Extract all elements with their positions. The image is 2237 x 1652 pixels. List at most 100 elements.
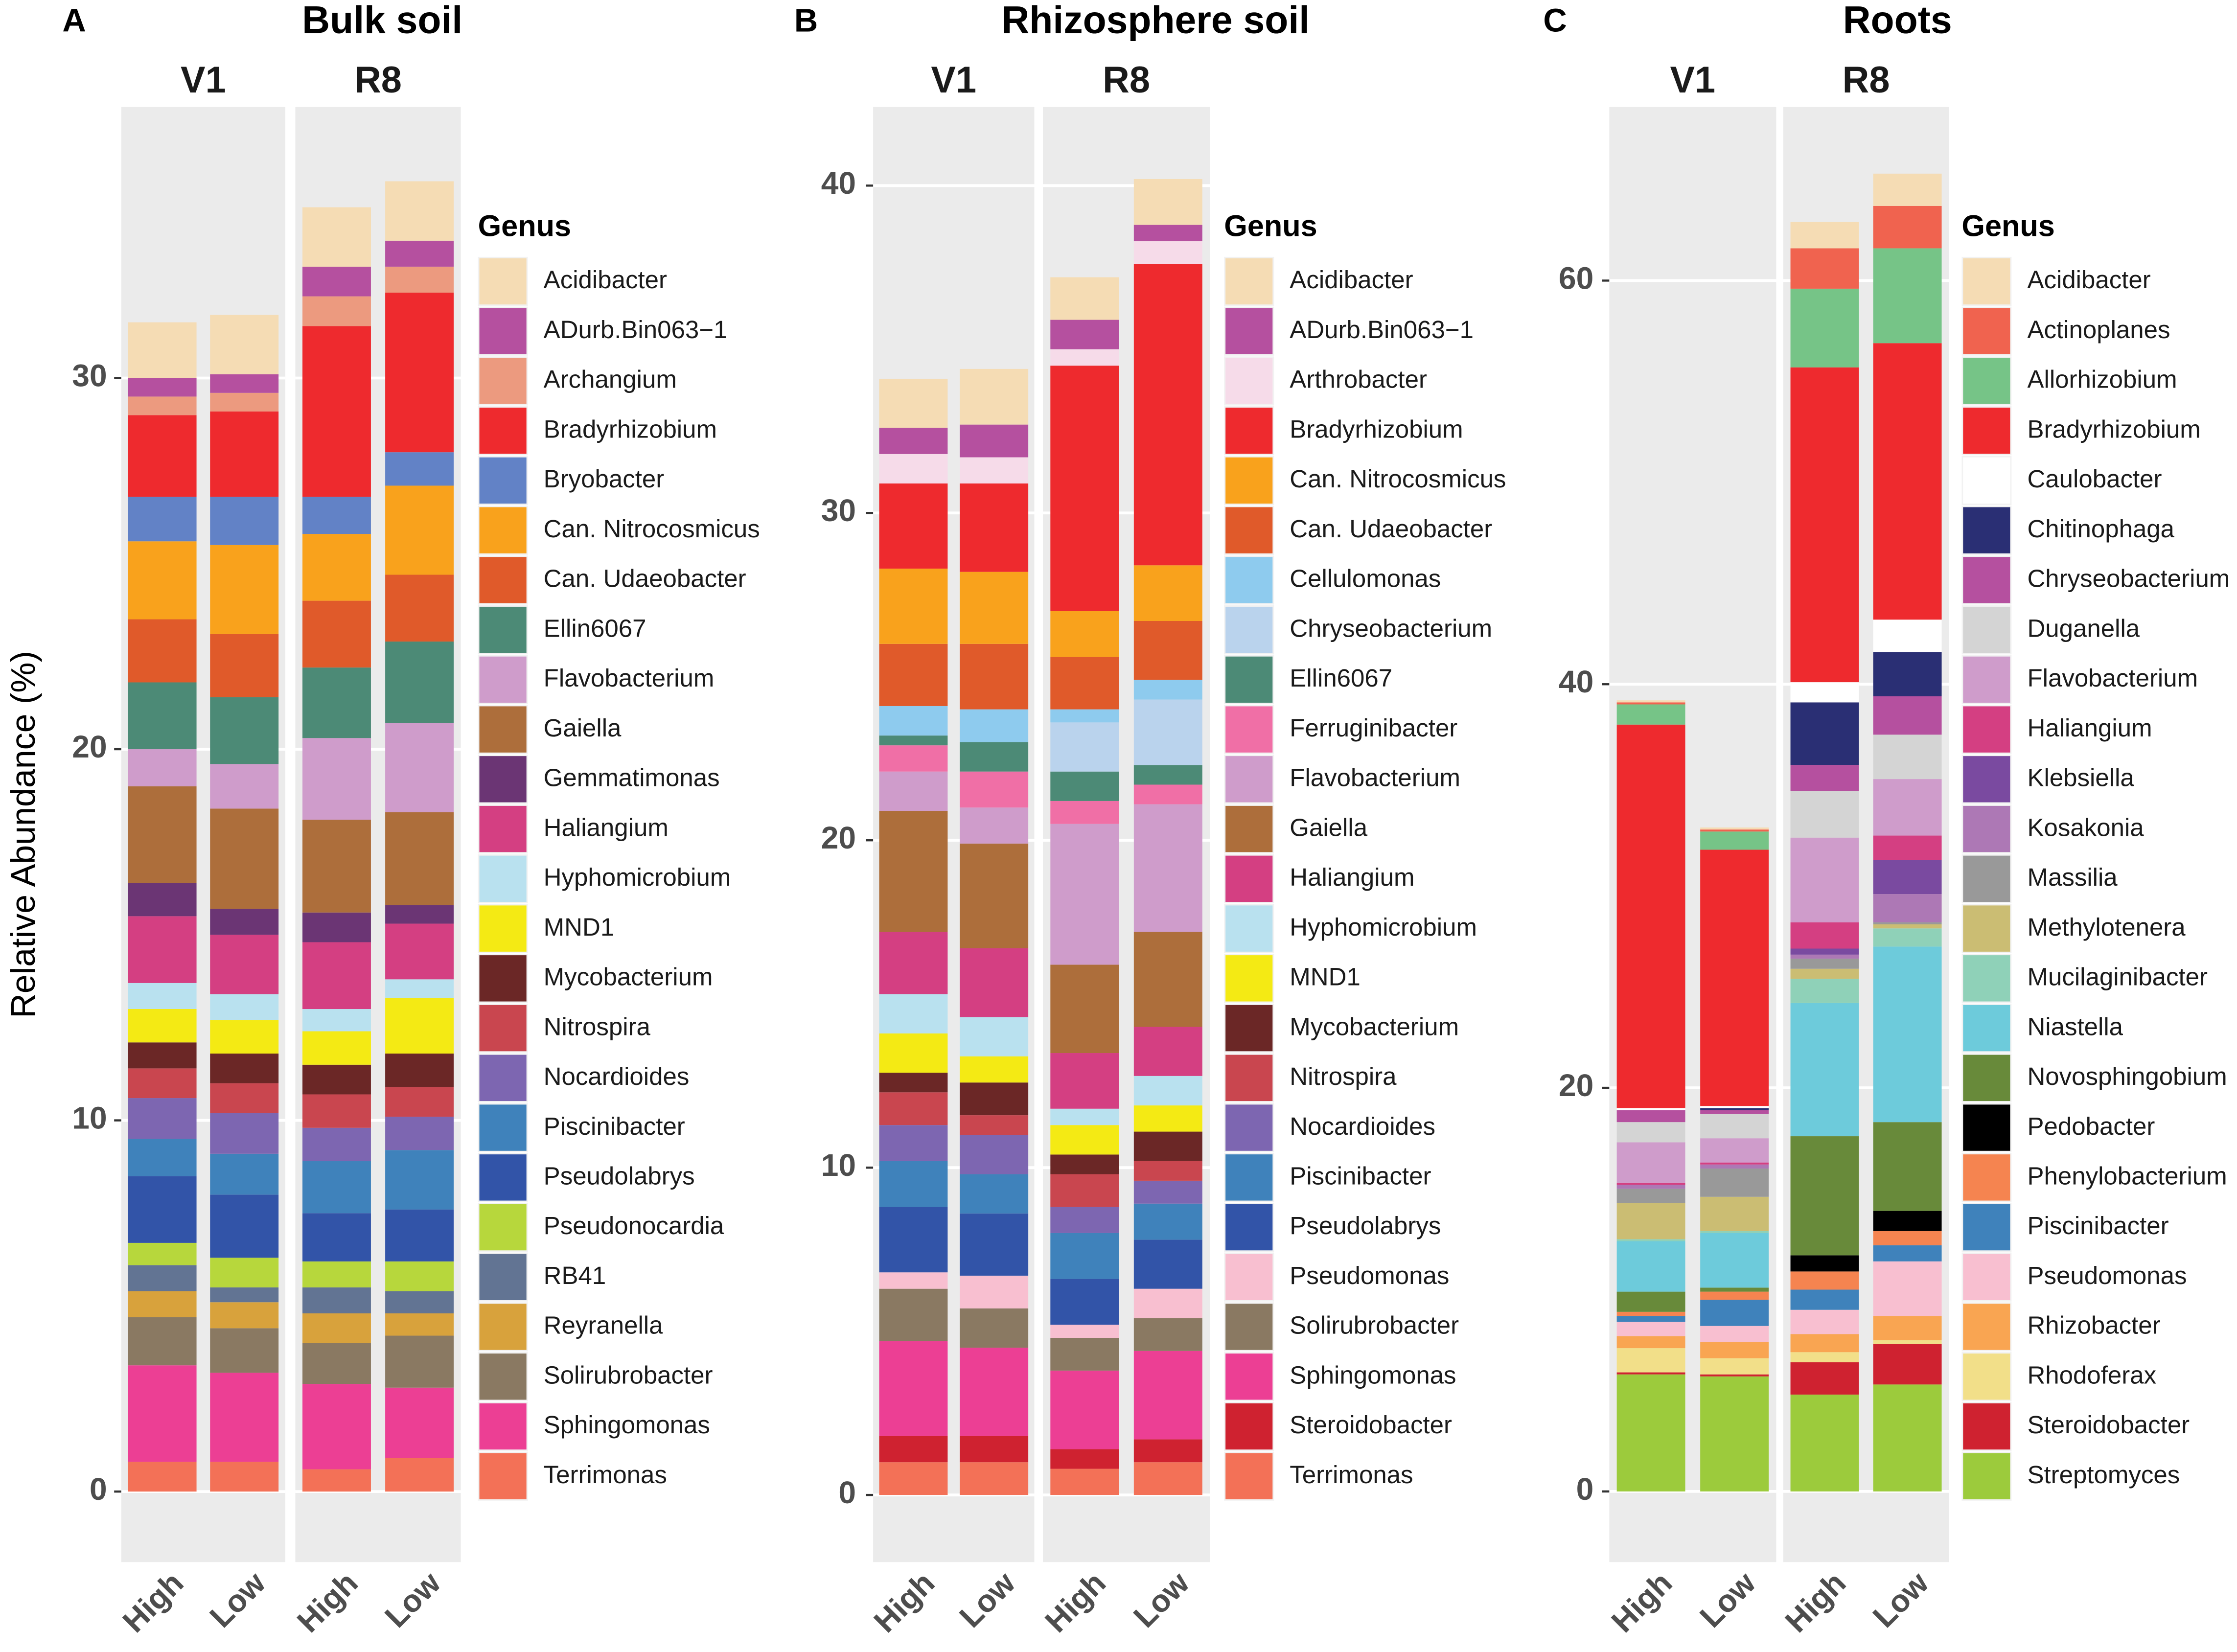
- bar-segment: [1133, 699, 1202, 765]
- bar-segment: [1050, 1174, 1119, 1207]
- bar-segment: [128, 1068, 197, 1099]
- bar-segment: [879, 771, 948, 811]
- bar-segment: [1700, 1287, 1769, 1292]
- bar-segment: [302, 1031, 371, 1065]
- bar-segment: [960, 643, 1029, 710]
- bar-segment: [1616, 1348, 1685, 1373]
- legend-label: Bradyrhizobium: [1290, 415, 1463, 443]
- bar-segment: [385, 1458, 454, 1492]
- bar-segment: [385, 1313, 454, 1336]
- facet-label: R8: [354, 59, 402, 101]
- bar-segment: [1050, 771, 1119, 801]
- legend-label: Flavobacterium: [1290, 764, 1460, 792]
- x-tick-label: Low: [203, 1565, 273, 1634]
- bar-segment: [1133, 1203, 1202, 1240]
- bar-segment: [1700, 1106, 1769, 1108]
- y-tick-label: 20: [1559, 1068, 1593, 1103]
- bar-segment: [960, 368, 1029, 425]
- bar-segment: [385, 1087, 454, 1117]
- legend-key: [1225, 1403, 1273, 1450]
- bar-segment: [879, 1272, 948, 1289]
- bar-segment: [128, 1291, 197, 1317]
- bar-segment: [302, 912, 371, 942]
- legend-label: Flavobacterium: [544, 664, 715, 692]
- bar-segment: [385, 1116, 454, 1150]
- legend-key: [1963, 1403, 2010, 1450]
- bar-segment: [1700, 831, 1769, 850]
- bar-segment: [302, 600, 371, 668]
- bar-segment: [879, 1207, 948, 1273]
- panel-label: A: [62, 2, 86, 39]
- x-tick-label: High: [1038, 1565, 1112, 1639]
- legend-title: Genus: [1224, 209, 1317, 243]
- bar-segment: [1133, 241, 1202, 264]
- legend-key: [479, 606, 527, 653]
- bar-segment: [302, 1009, 371, 1032]
- legend-key: [1963, 905, 2010, 952]
- bar-segment: [1873, 1122, 1942, 1211]
- legend-key: [1225, 855, 1273, 902]
- bar-segment: [1616, 1110, 1685, 1123]
- legend-label: Massilia: [2027, 863, 2118, 891]
- bar-segment: [1616, 700, 1685, 703]
- bar-segment: [1700, 1169, 1769, 1197]
- bar-segment: [1133, 565, 1202, 621]
- bar-segment: [1700, 1300, 1769, 1326]
- legend-label: Kosakonia: [2027, 813, 2144, 841]
- bar-segment: [960, 1082, 1029, 1116]
- bar-segment: [210, 497, 279, 545]
- panel-title: Rhizosphere soil: [1001, 0, 1310, 42]
- bar-segment: [385, 979, 454, 998]
- bar-segment: [385, 812, 454, 905]
- legend-key: [479, 1154, 527, 1201]
- legend-label: Bradyrhizobium: [544, 415, 717, 443]
- legend-label: Rhizobacter: [2027, 1311, 2160, 1339]
- legend-key: [479, 1104, 527, 1151]
- bar-segment: [1133, 1351, 1202, 1440]
- bar-segment: [960, 948, 1029, 1017]
- bar-segment: [1790, 1334, 1859, 1353]
- bar-segment: [1873, 1211, 1942, 1231]
- legend-key: [1963, 358, 2010, 404]
- legend-label: Pseudolabrys: [1290, 1212, 1441, 1239]
- bar-segment: [128, 396, 197, 415]
- panel-title: Roots: [1843, 0, 1952, 42]
- bar-segment: [879, 1462, 948, 1495]
- bar-segment: [1790, 837, 1859, 922]
- bar-segment: [1133, 1462, 1202, 1495]
- bar-segment: [1873, 946, 1942, 1123]
- legend-key: [1225, 606, 1273, 653]
- panel-title: Bulk soil: [302, 0, 462, 42]
- legend-label: Ellin6067: [544, 614, 646, 642]
- bar-segment: [128, 682, 197, 750]
- legend-key: [1225, 258, 1273, 305]
- bar-segment: [302, 1313, 371, 1343]
- legend-key: [1963, 805, 2010, 852]
- facet-label: R8: [1843, 59, 1890, 101]
- bar-segment: [960, 843, 1029, 948]
- bar-segment: [128, 1098, 197, 1139]
- bar-segment: [128, 541, 197, 620]
- legend-key: [479, 855, 527, 902]
- bar-segment: [879, 1436, 948, 1463]
- bar-segment: [128, 322, 197, 378]
- y-tick-label: 30: [72, 358, 107, 393]
- bar-segment: [879, 428, 948, 454]
- bar-segment: [1133, 804, 1202, 932]
- bar-segment: [960, 572, 1029, 644]
- bar-segment: [1050, 1108, 1119, 1125]
- bar-segment: [1050, 320, 1119, 349]
- legend-label: Mycobacterium: [544, 963, 713, 991]
- bar-segment: [302, 1261, 371, 1287]
- bar-segment: [1790, 1255, 1859, 1272]
- bar-segment: [385, 1261, 454, 1291]
- bar-segment: [1790, 954, 1859, 959]
- bar-segment: [1790, 791, 1859, 838]
- legend-key: [479, 1304, 527, 1350]
- legend-label: Niastella: [2027, 1012, 2123, 1040]
- bar-segment: [1616, 724, 1685, 1108]
- legend-label: Mycobacterium: [1290, 1012, 1459, 1040]
- bar-segment: [1873, 1344, 1942, 1385]
- bar-segment: [128, 1009, 197, 1043]
- legend-key: [1963, 606, 2010, 653]
